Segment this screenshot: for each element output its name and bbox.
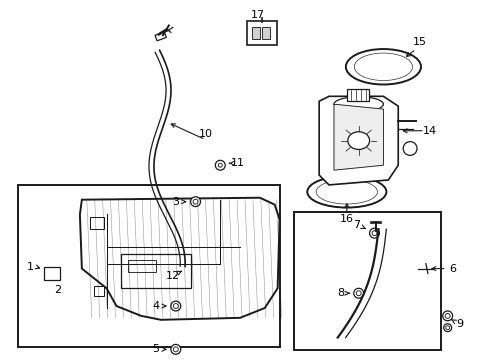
Circle shape [443,311,453,321]
Bar [155,32,166,41]
Circle shape [171,301,181,311]
Circle shape [219,163,222,167]
Ellipse shape [307,176,387,208]
Circle shape [354,288,364,298]
Text: 6: 6 [449,264,456,274]
Text: 4: 4 [152,301,160,311]
Text: 3: 3 [172,197,179,207]
Circle shape [173,303,178,309]
Text: 1: 1 [27,262,34,272]
Bar [44,267,60,280]
Circle shape [445,314,450,318]
Ellipse shape [334,97,383,112]
Bar [262,27,270,39]
Circle shape [369,228,379,238]
Text: 7: 7 [353,220,360,230]
Circle shape [215,160,225,170]
FancyBboxPatch shape [247,22,277,45]
Circle shape [191,197,200,207]
Ellipse shape [346,49,421,85]
Polygon shape [80,198,280,320]
Text: 17: 17 [251,10,265,19]
Text: 10: 10 [198,129,213,139]
Circle shape [186,266,192,271]
Text: 5: 5 [152,345,160,354]
Bar [347,89,368,101]
Text: 8: 8 [337,288,344,298]
Text: 11: 11 [231,158,245,168]
Text: 9: 9 [456,319,463,329]
Bar [184,264,194,274]
Text: 2: 2 [54,285,62,295]
Circle shape [372,231,377,236]
Bar [252,27,260,39]
Circle shape [183,263,195,275]
Text: 16: 16 [340,215,354,224]
Text: 14: 14 [423,126,437,136]
Ellipse shape [316,180,377,204]
Bar [90,217,103,229]
Ellipse shape [348,132,369,149]
Circle shape [444,324,452,332]
Circle shape [171,345,181,354]
Bar [122,254,191,288]
Circle shape [403,141,417,156]
Polygon shape [319,96,398,185]
Polygon shape [334,104,383,170]
Ellipse shape [354,53,413,81]
Bar [128,260,156,271]
Text: 15: 15 [413,37,427,47]
Circle shape [193,199,198,204]
Bar [94,286,103,296]
Text: 12: 12 [166,271,180,282]
Bar [18,185,280,347]
Circle shape [173,347,178,352]
Circle shape [446,326,450,330]
Bar [294,212,441,350]
Circle shape [356,291,361,296]
